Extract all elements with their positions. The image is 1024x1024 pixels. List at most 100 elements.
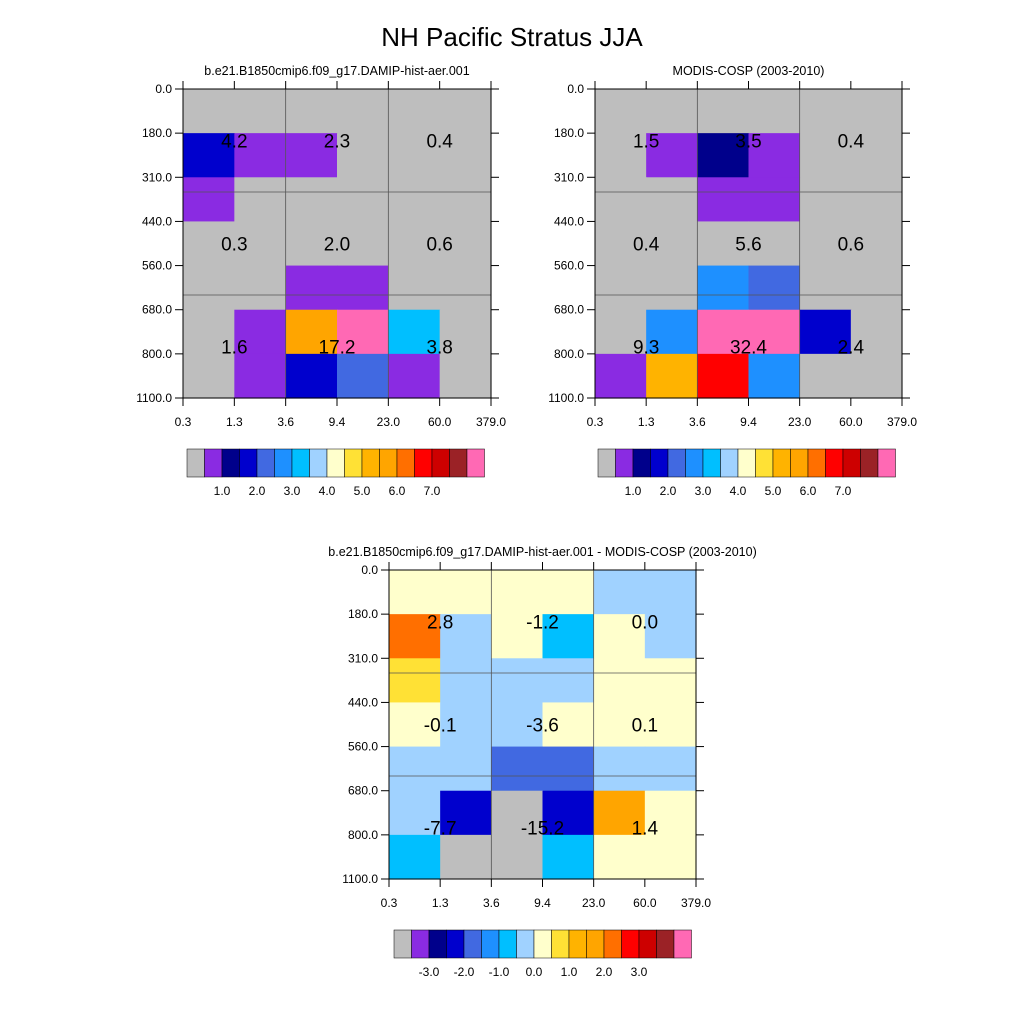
colorbar-box [361,448,380,478]
heatmap-cell [748,353,801,399]
y-tick-label: 800.0 [554,347,584,361]
heatmap-cell [440,658,492,704]
colorbar-box [790,448,809,478]
heatmap-cell [646,133,698,178]
heatmap-cell [285,177,338,223]
block-value-label: 1.5 [633,132,659,153]
panel-1: b.e21.B1850cmip6.f09_g17.DAMIP-hist-aer.… [136,64,506,498]
x-tick-label: 379.0 [887,415,917,429]
y-tick-label: 310.0 [142,170,172,184]
y-tick-label: 180.0 [554,126,584,140]
heatmap-cell [542,790,595,836]
heatmap-cell [337,265,389,311]
colorbar-box [720,448,739,478]
heatmap-cell [697,353,750,399]
block-value-label: 0.4 [838,132,865,153]
colorbar-label: 2.0 [596,965,613,979]
heatmap-cell [234,89,287,134]
heatmap-cell [697,221,750,267]
x-tick-label: 60.0 [839,415,863,429]
x-tick-label: 379.0 [476,415,506,429]
heatmap-cell [388,221,441,267]
colorbar-label: 1.0 [561,965,578,979]
heatmap-cell [183,309,235,355]
heatmap-cell [183,177,235,223]
y-tick-label: 560.0 [348,740,378,754]
heatmap-cell [850,265,903,311]
heatmap-cell [285,265,338,311]
heatmap-cell [491,746,544,792]
heatmap-cell [337,353,389,399]
colorbar-box [326,448,345,478]
colorbar-box [291,448,310,478]
x-tick-label: 9.4 [329,415,346,429]
heatmap-cell [440,790,492,836]
y-tick-label: 440.0 [554,214,584,228]
y-tick-label: 560.0 [142,259,172,273]
x-tick-label: 1.3 [638,415,655,429]
heatmap-cell [644,658,697,704]
colorbar-box [755,448,774,478]
y-tick-label: 180.0 [348,607,378,621]
heatmap-cell [389,746,441,792]
colorbar-label: 1.0 [625,484,642,498]
colorbar-box [533,929,552,959]
colorbar-box [221,448,240,478]
y-tick-label: 680.0 [554,303,584,317]
colorbar-box [650,448,669,478]
x-tick-label: 23.0 [377,415,401,429]
colorbar-label: 4.0 [730,484,747,498]
colorbar: 1.0 2.0 3.0 4.0 5.0 6.0 7.0 [597,448,896,498]
colorbar-label: 7.0 [424,484,441,498]
heatmap-cell [285,221,338,267]
heatmap-cell [183,89,235,134]
block-value-label: 0.0 [632,613,658,634]
heatmap-cell [439,177,492,223]
panels: b.e21.B1850cmip6.f09_g17.DAMIP-hist-aer.… [136,64,917,979]
colorbar-box [685,448,704,478]
heatmap-cell [644,570,697,615]
heatmap-cell [799,177,852,223]
block-value-label: 0.4 [426,132,453,153]
block-value-label: 0.3 [221,235,247,256]
heatmap-cell [542,658,595,704]
colorbar-box [466,448,485,478]
x-tick-label: 60.0 [633,896,657,910]
colorbar-box [632,448,651,478]
block-value-label: 2.0 [324,235,350,256]
colorbar-label: 6.0 [389,484,406,498]
colorbar-label: 5.0 [765,484,782,498]
heatmap-cell [646,265,698,311]
heatmap-cell [595,221,647,267]
heatmap-cell [646,177,698,223]
block-value-label: 1.6 [221,338,247,359]
x-tick-label: 23.0 [582,896,606,910]
block-value-label: 1.4 [632,819,659,840]
heatmap-cell [440,834,492,880]
block-value-label: -15.2 [521,819,564,840]
heatmap-cell [285,89,338,134]
block-value-label: 5.6 [735,235,761,256]
heatmap-cell [183,221,235,267]
heatmap-cell [337,89,389,134]
heatmap-cell [337,309,389,355]
colorbar-box [603,929,622,959]
colorbar-box [309,448,328,478]
heatmap-cell [799,133,852,178]
heatmap-cell [542,746,595,792]
heatmap-cell [646,221,698,267]
x-tick-label: 3.6 [483,896,500,910]
heatmap-cell [491,834,544,880]
heatmap-cell [388,265,441,311]
block-value-label: -3.6 [526,716,559,737]
heatmap-cell [491,614,544,659]
y-tick-label: 1100.0 [342,872,378,886]
block-value-label: 2.3 [324,132,350,153]
y-tick-label: 180.0 [142,126,172,140]
heatmap-cell [799,309,852,355]
heatmap-cell [748,221,801,267]
heatmap-cell [646,89,698,134]
heatmap-cell [644,834,697,880]
heatmap-cell [646,353,698,399]
colorbar-box [379,448,398,478]
